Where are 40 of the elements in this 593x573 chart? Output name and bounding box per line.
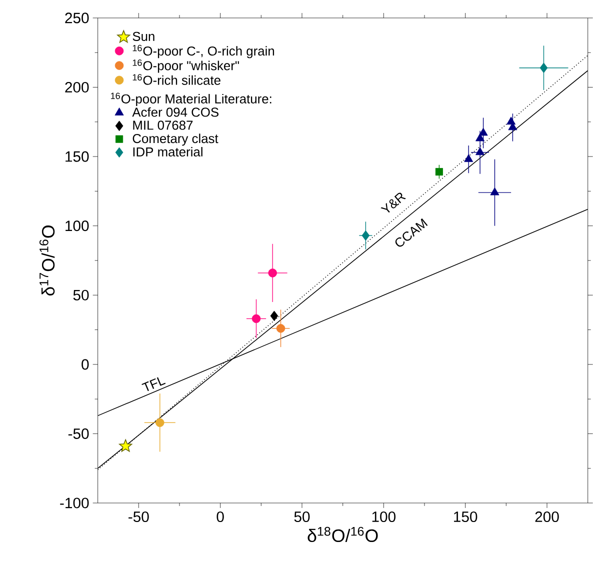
x-tick-label: 200	[535, 512, 559, 522]
legend-label: $^{16}$O-poor C-, O-rich grain	[132, 44, 274, 58]
y-tick-label: 0	[82, 359, 89, 370]
point	[276, 324, 286, 333]
y-tick-label: 100	[66, 220, 89, 232]
legend-label: Acfer 094 COS	[132, 107, 218, 117]
point	[252, 314, 261, 324]
x-tick-label: 100	[372, 512, 396, 522]
y-tick-label: 200	[65, 82, 89, 93]
y-tick-label: -100	[60, 498, 89, 508]
point	[540, 62, 548, 74]
point	[478, 128, 488, 136]
legend-label: $^{16}$O-rich silicate	[132, 74, 220, 85]
x-tick-label: 150	[454, 512, 478, 522]
legend-label: Sun	[132, 32, 154, 42]
point	[270, 310, 278, 322]
y-tick-label: -50	[68, 428, 89, 440]
point	[268, 268, 277, 278]
legend-label: Cometary clast	[132, 134, 218, 146]
legend-label: $^{16}$O-poor "whisker"	[132, 60, 239, 73]
legend-title: $^{16}$O-poor Material Literature:	[110, 92, 272, 106]
legend-label: IDP material	[133, 147, 202, 157]
point	[119, 439, 132, 452]
point	[476, 147, 485, 156]
y-tick-label: 250	[65, 12, 89, 24]
point	[362, 230, 370, 241]
legend-label: MIL 07687	[133, 120, 193, 130]
y-axis-title: δ$^{17}$O/$^{16}$O	[39, 226, 55, 296]
x-tick-label: 0	[216, 512, 224, 522]
x-tick-label: 50	[294, 512, 310, 522]
x-tick-label: -50	[128, 512, 149, 522]
y-tick-label: 50	[73, 290, 89, 300]
point	[464, 154, 474, 162]
point	[435, 168, 443, 176]
annotation: Y&R	[380, 192, 406, 213]
point	[490, 187, 500, 196]
y-tick-label: 150	[66, 151, 89, 162]
annotation: TFL	[142, 377, 166, 392]
point	[156, 418, 164, 428]
x-axis-title: δ$^{18}$O/$^{16}$O	[308, 526, 378, 542]
